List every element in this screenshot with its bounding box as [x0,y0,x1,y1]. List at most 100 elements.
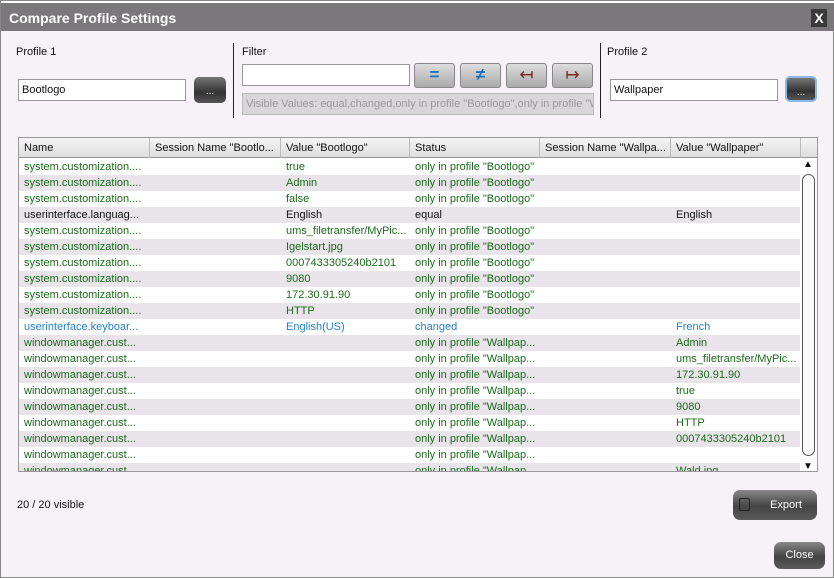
table-row[interactable]: system.customization.... Igelstart.jpg onl… [19,239,801,255]
table-cell: Wald.jpg [676,465,719,472]
column-header[interactable]: Session Name "Bootlo... [150,138,281,158]
filter-label: Filter [242,46,267,58]
table-cell [671,191,801,207]
table-cell: 0007433305240b2101 [676,433,787,445]
table-cell: system.customization.... [24,241,142,253]
filter-input[interactable] [242,64,410,86]
table-row[interactable]: windowmanager.cust... only in profile "Wa… [19,431,801,447]
table-cell [540,207,671,223]
close-button[interactable]: Close [774,542,825,569]
table-cell [540,175,671,191]
scroll-thumb[interactable] [802,174,815,456]
table-cell [150,319,281,335]
table-row[interactable]: system.customization.... 9080 only in prof… [19,271,801,287]
table-cell [281,447,410,463]
profile2-browse-button[interactable]: ... [785,76,817,102]
table-cell: 0007433305240b2101 [286,257,397,269]
table-cell: only in profile "Bootlogo" [415,257,535,269]
table-row[interactable]: system.customization.... 0007433305240b21… [19,255,801,271]
table-row[interactable]: system.customization.... ums_filetransfer… [19,223,801,239]
table-cell [150,271,281,287]
table-cell [150,367,281,383]
scroll-up-icon[interactable]: ▲ [803,159,813,170]
table-cell [671,287,801,303]
export-label: Export [770,499,802,511]
profile2-field[interactable]: Wallpaper [610,79,778,101]
table-row[interactable]: windowmanager.cust... only in profile "Wa… [19,415,801,431]
table-row[interactable]: userinterface.languag... English equal Engl… [19,207,801,223]
filter-only-left-button[interactable]: ↤ [506,63,547,88]
scroll-down-icon[interactable]: ▼ [803,461,813,472]
visible-values-text: Visible Values: equal,changed,only in pr… [242,93,594,115]
table-cell [671,255,801,271]
table-row[interactable]: windowmanager.cust... only in profile "Wa… [19,351,801,367]
table-row[interactable]: system.customization.... Admin only in pro… [19,175,801,191]
table-cell [281,351,410,367]
table-cell: only in profile "Wallpap... [415,433,536,445]
table-cell: only in profile "Bootlogo" [415,305,535,317]
table-cell [540,399,671,415]
table-row[interactable]: windowmanager.cust... only in profile "Wa… [19,383,801,399]
table-cell: windowmanager.cust... [24,369,136,381]
table-row[interactable]: userinterface.keyboar... English(US) chang… [19,319,801,335]
table-cell [540,287,671,303]
table-cell: only in profile "Bootlogo" [415,241,535,253]
table-cell: only in profile "Wallpap... [415,465,536,472]
table-row[interactable]: system.customization.... false only in pro… [19,191,801,207]
filter-only-right-button[interactable]: ↦ [552,63,593,88]
table-row[interactable]: system.customization.... 172.30.91.90 only… [19,287,801,303]
table-row[interactable]: windowmanager.cust... only in profile "Wa… [19,367,801,383]
profile1-browse-button[interactable]: ... [194,77,226,103]
table-row[interactable]: windowmanager.cust... only in profile "Wa… [19,447,801,463]
table-cell [281,415,410,431]
table-cell: system.customization.... [24,225,142,237]
column-header[interactable]: Session Name "Wallpa... [540,138,671,158]
table-row[interactable]: windowmanager.cust... only in profile "Wa… [19,335,801,351]
filter-equal-button[interactable]: = [414,63,455,88]
close-window-button[interactable]: X [811,9,827,27]
table-cell [540,223,671,239]
table-cell [150,335,281,351]
table-cell: 172.30.91.90 [676,369,741,381]
profile1-field[interactable]: Bootlogo [18,79,186,101]
table-cell [540,415,671,431]
table-cell: Igelstart.jpg [286,241,343,253]
table-row[interactable]: windowmanager.cust... only in profile "Wa… [19,399,801,415]
table-cell [150,287,281,303]
table-cell: HTTP [286,305,315,317]
visible-count: 20 / 20 visible [17,499,85,511]
table-cell: system.customization.... [24,177,142,189]
table-cell: Admin [676,337,708,349]
column-header[interactable]: Status [410,138,540,158]
table-cell: English [286,209,323,221]
export-button[interactable]: Export [733,490,817,520]
table-cell [150,239,281,255]
title-bar: Compare Profile Settings X [1,1,834,31]
column-header[interactable]: Name [19,138,150,158]
table-row[interactable]: system.customization.... HTTP only in prof… [19,303,801,319]
table-cell [150,223,281,239]
table-cell [540,255,671,271]
table-cell: windowmanager.cust... [24,401,136,413]
table-cell: system.customization.... [24,289,142,301]
table-cell [150,447,281,463]
table-cell [540,351,671,367]
table-cell: userinterface.languag... [24,209,139,221]
table-cell [540,383,671,399]
table-cell [671,239,801,255]
table-cell: only in profile "Wallpap... [415,401,536,413]
filter-not-equal-button[interactable]: ≠ [460,63,501,88]
table-cell: 9080 [676,401,701,413]
table-cell: only in profile "Bootlogo" [415,177,535,189]
table-row[interactable]: system.customization.... true only in prof… [19,159,801,175]
table-cell: ums_filetransfer/MyPic... [286,225,407,237]
table-cell: French [676,321,711,333]
table-cell [150,431,281,447]
table-cell [150,399,281,415]
column-header[interactable]: Value "Bootlogo" [281,138,410,158]
table-row[interactable]: windowmanager.cust... only in profile "Wa… [19,463,801,472]
column-header[interactable]: Value "Wallpaper" [671,138,801,158]
table-cell: windowmanager.cust... [24,417,136,429]
table-cell: windowmanager.cust... [24,337,136,349]
vertical-scrollbar[interactable]: ▲ ▼ [800,159,817,472]
